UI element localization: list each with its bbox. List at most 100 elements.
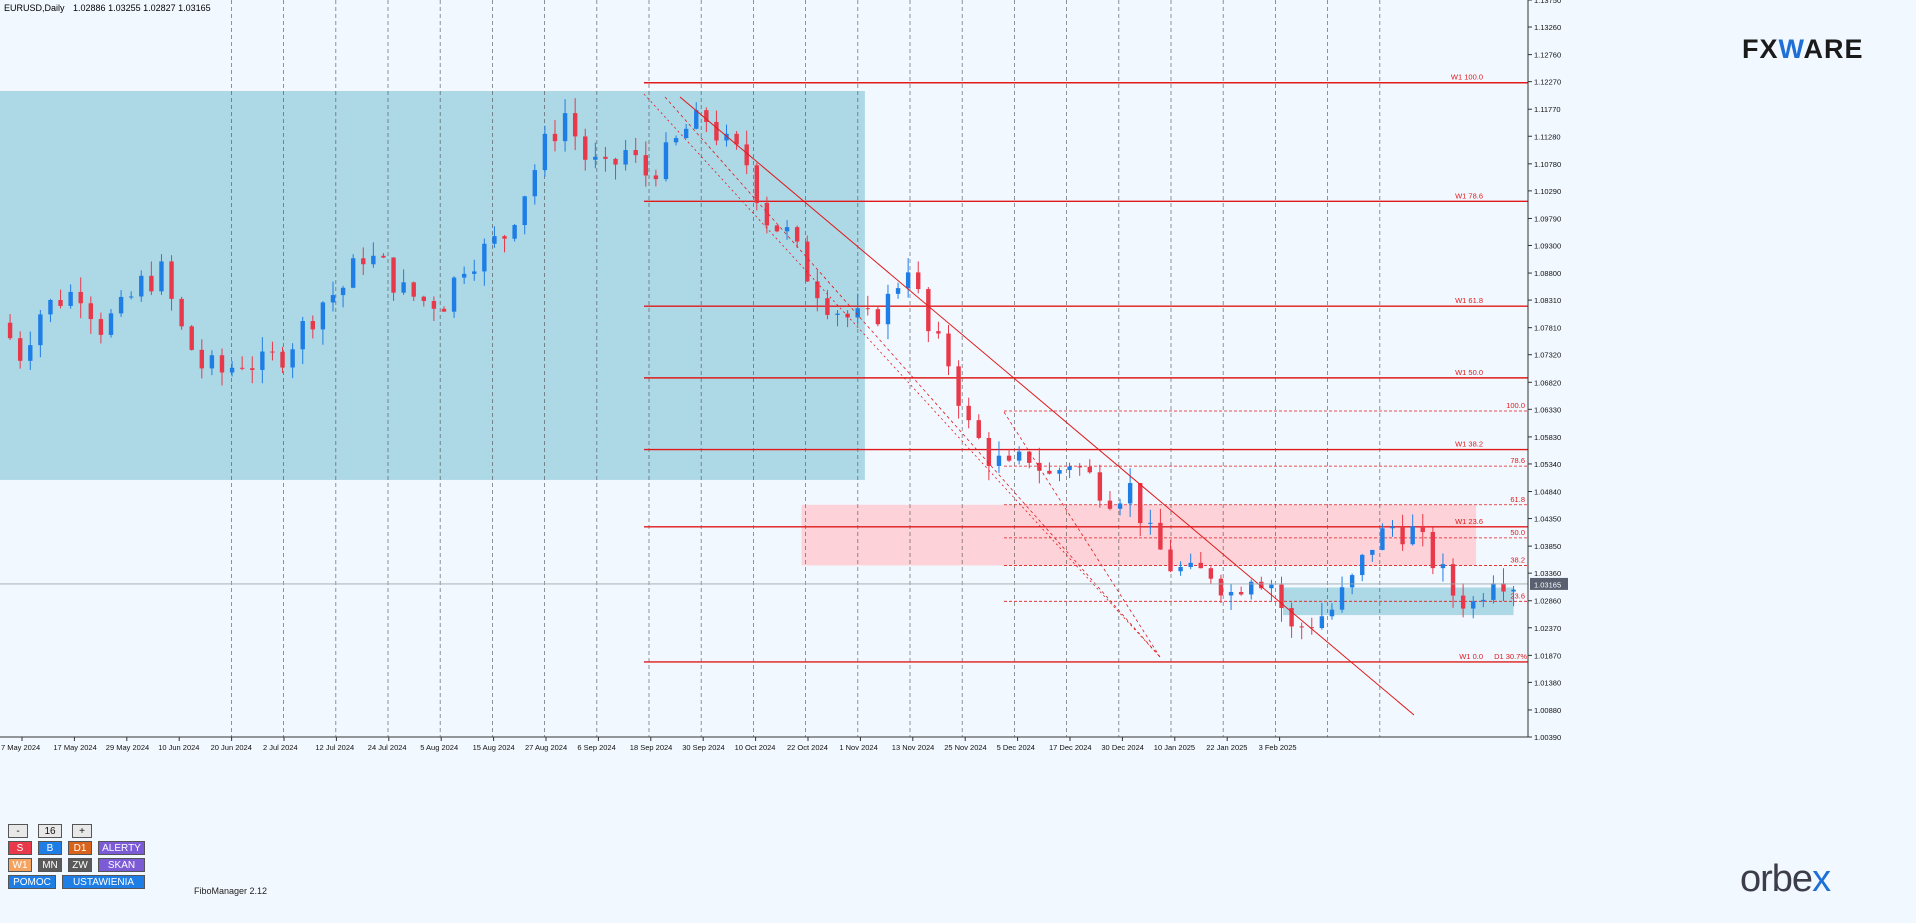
candle-body (270, 351, 275, 353)
candle-body (1450, 564, 1456, 596)
w1-button[interactable]: W1 (8, 858, 32, 872)
candle-body (603, 156, 608, 159)
x-tick-label-23: 22 Jan 2025 (1206, 743, 1247, 752)
candle-body (239, 367, 245, 369)
candle-body (189, 326, 194, 350)
trend-dashed-2 (1003, 411, 1161, 658)
candle-body (1158, 522, 1163, 550)
zones-layer (0, 91, 1514, 616)
scan-button[interactable]: SKAN (98, 858, 145, 872)
candle-body (784, 227, 790, 232)
candle-body (290, 349, 295, 368)
candle-body (865, 308, 870, 310)
y-tick-label-0: 1.13750 (1534, 0, 1561, 5)
weekly-fib-label-2: W1 61.8 (1455, 296, 1483, 305)
candle-body (552, 133, 558, 142)
candle-body (169, 261, 174, 299)
d1-button[interactable]: D1 (68, 841, 92, 855)
y-tick-label-8: 1.09790 (1534, 214, 1561, 223)
y-tick-label-7: 1.10290 (1534, 187, 1561, 196)
y-tick-label-22: 1.02860 (1534, 597, 1561, 606)
candle-body (1400, 526, 1405, 545)
x-tick-label-9: 15 Aug 2024 (473, 743, 515, 752)
candle-body (996, 455, 1002, 466)
candle-body (310, 321, 316, 330)
candle-body (441, 308, 447, 312)
candle-body (330, 295, 336, 303)
candle-body (572, 113, 578, 137)
ohlc-values: 1.02886 1.03255 1.02827 1.03165 (73, 3, 211, 13)
x-tick-label-11: 6 Sep 2024 (577, 743, 615, 752)
candle-body (391, 257, 396, 293)
candle-body (320, 302, 326, 330)
candle-body (673, 138, 679, 143)
candle-body (583, 136, 588, 160)
candle-body (754, 165, 759, 203)
candle-body (966, 405, 971, 421)
y-tick-label-13: 1.07320 (1534, 351, 1561, 360)
candle-body (593, 156, 598, 160)
candle-body (350, 258, 356, 288)
candle-body (300, 321, 305, 350)
alerts-button[interactable]: ALERTY (98, 841, 145, 855)
candle-body (1410, 526, 1415, 545)
y-tick-label-20: 1.03850 (1534, 542, 1561, 551)
candle-body (1208, 568, 1214, 579)
candle-body (532, 170, 537, 197)
mn-button[interactable]: MN (38, 858, 62, 872)
candle-body (1440, 564, 1446, 569)
candle-body (209, 355, 215, 369)
candle-body (704, 110, 709, 122)
candle-body (734, 133, 739, 145)
y-tick-label-9: 1.09300 (1534, 241, 1561, 250)
y-tick-label-5: 1.11280 (1534, 132, 1561, 141)
help-button[interactable]: POMOC (8, 875, 56, 889)
daily-fib-label-1: 78.6 (1510, 456, 1525, 465)
settings-button[interactable]: USTAWIENIA (62, 875, 145, 889)
x-tick-label-13: 30 Sep 2024 (682, 743, 725, 752)
candle-body (895, 288, 901, 294)
candle-body (845, 313, 850, 318)
zw-button[interactable]: ZW (68, 858, 92, 872)
symbol-label: EURUSD,Daily 1.02886 1.03255 1.02827 1.0… (4, 3, 211, 13)
main-trendline (679, 96, 1415, 716)
candle-body (451, 277, 457, 312)
level-value[interactable]: 16 (38, 824, 62, 838)
y-tick-label-18: 1.04840 (1534, 488, 1561, 497)
candle-body (1067, 466, 1072, 471)
candle-body (1259, 581, 1264, 589)
symbol-name: EURUSD,Daily (4, 3, 65, 13)
candle-body (1228, 592, 1234, 596)
candle-body (805, 241, 810, 282)
x-tick-label-21: 30 Dec 2024 (1101, 743, 1144, 752)
y-tick-label-16: 1.05830 (1534, 433, 1561, 442)
candle-body (1168, 549, 1173, 572)
zone-2 (1282, 587, 1514, 616)
candle-body (58, 300, 63, 306)
candle-body (219, 355, 225, 373)
candle-body (381, 255, 386, 258)
x-tick-label-8: 5 Aug 2024 (420, 743, 458, 752)
candle-body (1077, 466, 1082, 468)
candle-body (108, 313, 114, 335)
increment-button[interactable]: + (72, 824, 92, 838)
candle-body (976, 420, 981, 438)
candle-body (472, 271, 477, 274)
sell-button[interactable]: S (8, 841, 32, 855)
candle-body (724, 133, 729, 141)
decrement-button[interactable]: - (8, 824, 28, 838)
buy-button[interactable]: B (38, 841, 62, 855)
candle-body (1370, 549, 1375, 555)
candle-body (199, 349, 205, 369)
candle-body (694, 110, 699, 129)
x-tick-label-24: 3 Feb 2025 (1259, 743, 1297, 752)
candle-body (48, 300, 53, 315)
x-tick-label-0: 7 May 2024 (1, 743, 40, 752)
orbex-logo: orbex (1740, 858, 1831, 900)
candle-body (1430, 531, 1436, 569)
candle-body (421, 296, 427, 302)
candle-body (1339, 587, 1345, 610)
x-tick-label-22: 10 Jan 2025 (1154, 743, 1195, 752)
x-tick-label-2: 29 May 2024 (106, 743, 149, 752)
candle-body (1420, 526, 1425, 532)
